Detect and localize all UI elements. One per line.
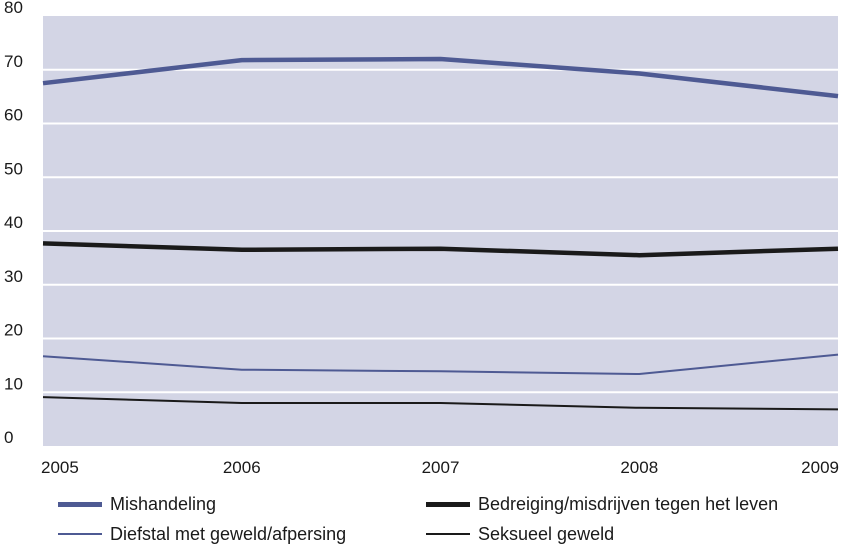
legend-item-bedreiging: Bedreiging/misdrijven tegen het leven [426, 490, 778, 518]
legend-item-diefstal: Diefstal met geweld/afpersing [58, 520, 346, 548]
legend-swatch-diefstal [58, 533, 102, 535]
x-tick-label: 2006 [223, 458, 261, 477]
legend-item-seksueel: Seksueel geweld [426, 520, 614, 548]
legend-item-mishandeling: Mishandeling [58, 490, 216, 518]
legend-label-bedreiging: Bedreiging/misdrijven tegen het leven [478, 493, 779, 514]
y-tick-label: 10 [4, 374, 23, 393]
y-tick-label: 80 [4, 0, 23, 17]
series-lines [42, 56, 839, 411]
legend-swatch-bedreiging [426, 501, 470, 507]
y-axis-ticks: 0 10 20 30 40 50 60 70 80 [4, 0, 23, 447]
legend-label-mishandeling: Mishandeling [110, 493, 217, 514]
legend: Mishandeling Bedreiging/misdrijven tegen… [0, 490, 841, 554]
y-tick-label: 20 [4, 321, 23, 340]
series-line-2 [42, 353, 839, 375]
y-tick-label: 50 [4, 159, 23, 178]
series-line-1 [42, 241, 839, 258]
line-chart: 0 10 20 30 40 50 60 70 80 2005 2006 2007 2008 2009 [4, 0, 839, 477]
legend-swatch-seksueel [426, 533, 470, 535]
y-tick-label: 30 [4, 267, 23, 286]
x-tick-label: 2005 [41, 458, 79, 477]
y-tick-label: 60 [4, 106, 23, 125]
y-tick-label: 40 [4, 213, 23, 232]
x-tick-label: 2007 [422, 458, 460, 477]
x-tick-label: 2008 [620, 458, 658, 477]
series-line-3 [42, 396, 839, 411]
gridlines [43, 68, 838, 394]
y-tick-label: 70 [4, 52, 23, 71]
x-tick-label: 2009 [801, 458, 839, 477]
legend-label-seksueel: Seksueel geweld [478, 523, 615, 544]
x-axis-ticks: 2005 2006 2007 2008 2009 [41, 458, 839, 477]
series-line-0 [42, 56, 839, 99]
legend-swatch-mishandeling [58, 501, 102, 507]
legend-label-diefstal: Diefstal met geweld/afpersing [110, 523, 347, 544]
y-tick-label: 0 [4, 428, 13, 447]
